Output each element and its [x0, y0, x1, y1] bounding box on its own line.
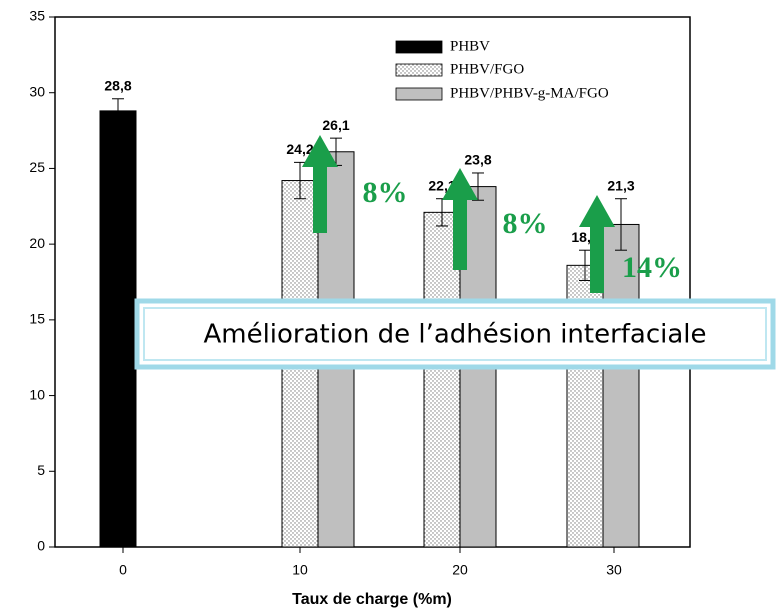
error-bar: [579, 249, 591, 281]
arrow-shaft: [313, 165, 327, 233]
banner-text: Amélioration de l’adhésion interfaciale: [203, 320, 706, 350]
legend-swatch: [395, 40, 443, 54]
y-tick-label: 5: [37, 462, 45, 478]
annotation: 8%: [363, 176, 408, 209]
y-tick-label: 20: [29, 235, 45, 251]
value-label: 28,8: [104, 77, 131, 93]
arrow-head: [302, 135, 338, 167]
legend-swatch: [395, 63, 443, 77]
y-tick-label: 25: [29, 159, 45, 175]
error-bar: [294, 161, 306, 200]
y-tick-label: 35: [29, 8, 45, 24]
y-tick-label: 30: [29, 83, 45, 99]
legend-label: PHBV/FGO: [450, 61, 524, 77]
legend-swatch: [395, 87, 443, 101]
bar: [602, 223, 640, 548]
error-bar: [112, 98, 124, 124]
x-tick-label: 20: [452, 562, 468, 578]
banner-inner: [143, 307, 767, 361]
value-label: 21,3: [607, 177, 634, 193]
error-bar: [472, 172, 484, 201]
bar: [99, 110, 137, 548]
x-tick-label: 30: [606, 562, 622, 578]
plot-frame: [54, 16, 691, 548]
x-axis-label: Taux de charge (%m): [292, 591, 452, 608]
y-tick-label: 15: [29, 311, 45, 327]
arrow-shaft: [590, 225, 604, 293]
value-label: 23,8: [464, 152, 491, 168]
arrow-head: [442, 168, 478, 200]
value-label: 26,1: [322, 117, 349, 133]
arrow-shaft: [453, 198, 467, 270]
legend-label: PHBV: [450, 38, 490, 54]
y-tick-label: 10: [29, 386, 45, 402]
value-label: 24,2: [286, 141, 313, 157]
legend-label: PHBV/PHBV-g-MA/FGO: [450, 85, 609, 101]
error-bar: [615, 198, 627, 251]
y-tick-label: 0: [37, 538, 45, 554]
annotation: 8%: [503, 207, 548, 240]
arrow-head: [579, 195, 615, 227]
x-tick-label: 10: [292, 562, 308, 578]
x-tick-label: 0: [119, 562, 127, 578]
annotation: 14%: [622, 251, 682, 284]
